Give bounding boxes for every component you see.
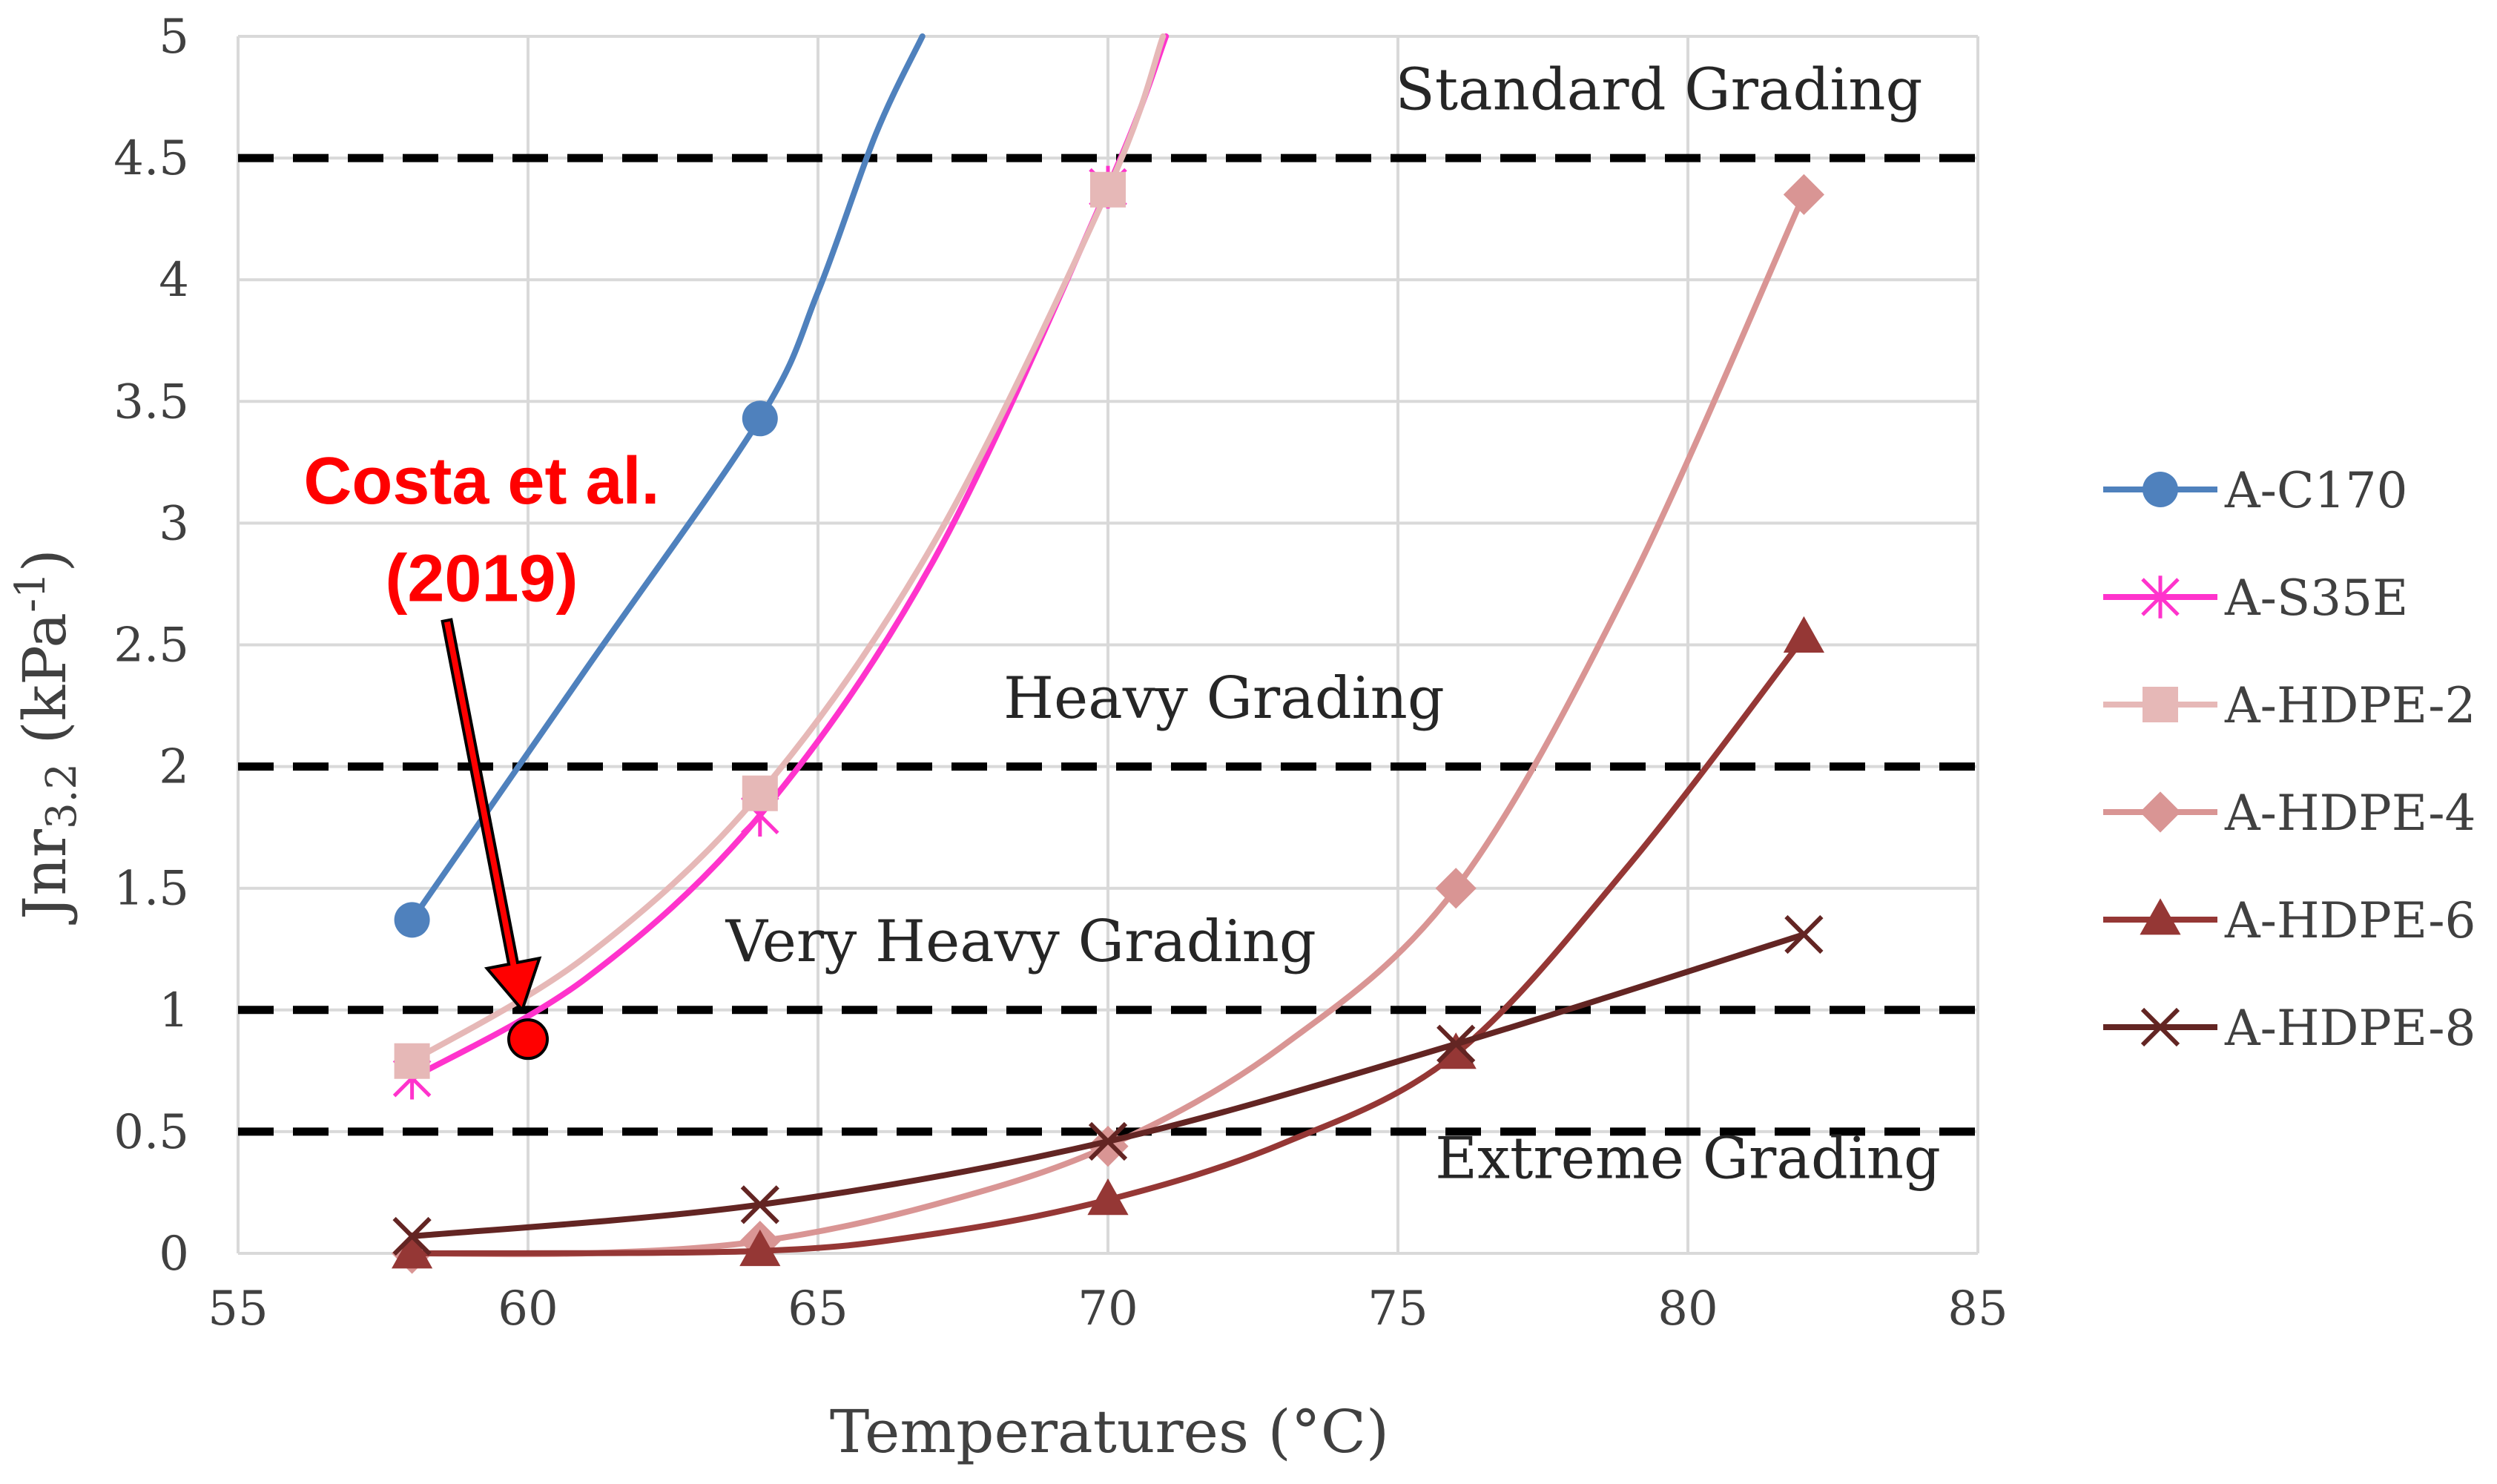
data-point — [394, 1043, 430, 1079]
data-point — [1784, 914, 1824, 954]
y-axis-title-close: ) — [10, 549, 79, 572]
series-a-hdpe-6 — [392, 616, 1824, 1269]
grading-label: Heavy Grading — [1003, 665, 1445, 732]
data-point — [2141, 576, 2180, 619]
series-layer — [392, 33, 1824, 1274]
data-point — [1435, 868, 1477, 909]
legend-label: A-HDPE-2 — [2224, 677, 2476, 734]
data-point — [394, 902, 430, 938]
data-point — [2143, 687, 2178, 722]
series-a-hdpe-2 — [394, 33, 1167, 1079]
data-point — [392, 1232, 433, 1269]
data-point — [742, 775, 778, 811]
data-point — [2140, 898, 2181, 935]
y-tick-label: 0.5 — [113, 1105, 189, 1160]
y-tick-label: 1 — [159, 983, 189, 1038]
legend-item-a-s35e: A-S35E — [2103, 570, 2408, 627]
y-axis-title: Jnr3.2 (kPa-1) — [7, 549, 86, 925]
x-tick-label: 65 — [788, 1282, 848, 1336]
y-axis-title-sub: 3.2 — [38, 763, 86, 829]
data-point — [740, 1185, 779, 1224]
data-point — [739, 1229, 781, 1267]
y-tick-label: 3.5 — [113, 375, 189, 429]
costa-annotation: Costa et al. (2019) — [303, 444, 660, 1061]
legend-item-a-hdpe-4: A-HDPE-4 — [2103, 785, 2476, 842]
data-point-stroke — [1088, 1121, 1128, 1161]
legend-item-a-hdpe-8: A-HDPE-8 — [2103, 1000, 2476, 1057]
legend-item-a-c170: A-C170 — [2103, 462, 2407, 519]
y-tick-label: 4.5 — [113, 131, 189, 186]
annotation-point — [507, 1018, 549, 1061]
data-point — [2140, 1007, 2180, 1047]
data-point — [392, 1216, 432, 1256]
data-point-stroke — [1436, 1024, 1476, 1063]
data-point — [1090, 171, 1126, 208]
legend-label: A-HDPE-4 — [2224, 785, 2476, 842]
data-point-stroke — [392, 1216, 432, 1256]
legend-item-a-hdpe-2: A-HDPE-2 — [2103, 677, 2476, 734]
y-tick-label: 4 — [159, 253, 189, 308]
y-axis-title-main: Jnr — [10, 828, 79, 925]
x-tick-label: 55 — [208, 1282, 268, 1336]
grading-label: Extreme Grading — [1435, 1125, 1941, 1192]
series-a-c170 — [394, 33, 926, 938]
grading-label: Standard Grading — [1395, 56, 1922, 123]
x-tick-label: 80 — [1657, 1282, 1718, 1336]
x-tick-label: 60 — [498, 1282, 558, 1336]
legend-label: A-HDPE-6 — [2224, 892, 2476, 949]
y-axis-title-unit: (kPa — [10, 613, 79, 763]
data-point — [742, 400, 778, 437]
x-tick-label: 75 — [1368, 1282, 1428, 1336]
data-point — [1087, 1178, 1129, 1216]
data-point — [1783, 616, 1824, 653]
annotation-text: Costa et al. — [303, 444, 659, 518]
x-tick-label: 70 — [1078, 1282, 1138, 1336]
data-point-stroke — [2140, 1007, 2180, 1047]
y-tick-label: 3 — [159, 496, 189, 551]
legend-item-a-hdpe-6: A-HDPE-6 — [2103, 892, 2476, 949]
data-point — [2143, 472, 2178, 507]
legend-label: A-C170 — [2224, 462, 2407, 519]
data-point-stroke — [740, 1185, 779, 1224]
grading-lines: Standard Grading Heavy Grading Very Heavy … — [238, 56, 1978, 1192]
y-tick-label: 5 — [159, 10, 189, 65]
y-tick-label: 1.5 — [113, 862, 189, 917]
y-tick-label: 2 — [159, 740, 189, 795]
annotation-arrow — [441, 618, 542, 1013]
data-point — [1088, 1121, 1128, 1161]
legend-label: A-HDPE-8 — [2224, 1000, 2476, 1057]
data-point — [1436, 1024, 1476, 1063]
y-axis-title-sup: -1 — [7, 572, 55, 613]
legend-label: A-S35E — [2224, 570, 2408, 627]
legend: A-C170 A-S35E A-HDPE-2 A-HDPE-4 A-HDPE-6 A-HD… — [2103, 462, 2476, 1057]
annotation-text: (2019) — [385, 541, 578, 616]
data-point-stroke — [1784, 914, 1824, 954]
grading-label: Very Heavy Grading — [725, 908, 1316, 975]
y-tick-label: 0 — [159, 1227, 189, 1282]
y-tick-label: 2.5 — [113, 619, 189, 673]
x-tick-label: 85 — [1947, 1282, 2008, 1336]
data-point — [1783, 174, 1824, 215]
data-point — [2140, 791, 2181, 833]
series-a-hdpe-8 — [392, 914, 1824, 1256]
axes: 55 60 65 70 75 80 85 0 0.5 1 1.5 2 2.5 3 3.5 4 4.5 5 — [113, 10, 2008, 1336]
x-axis-title: Temperatures (°C) — [830, 1397, 1389, 1466]
data-point — [1435, 1032, 1477, 1069]
data-point — [1087, 1125, 1129, 1167]
